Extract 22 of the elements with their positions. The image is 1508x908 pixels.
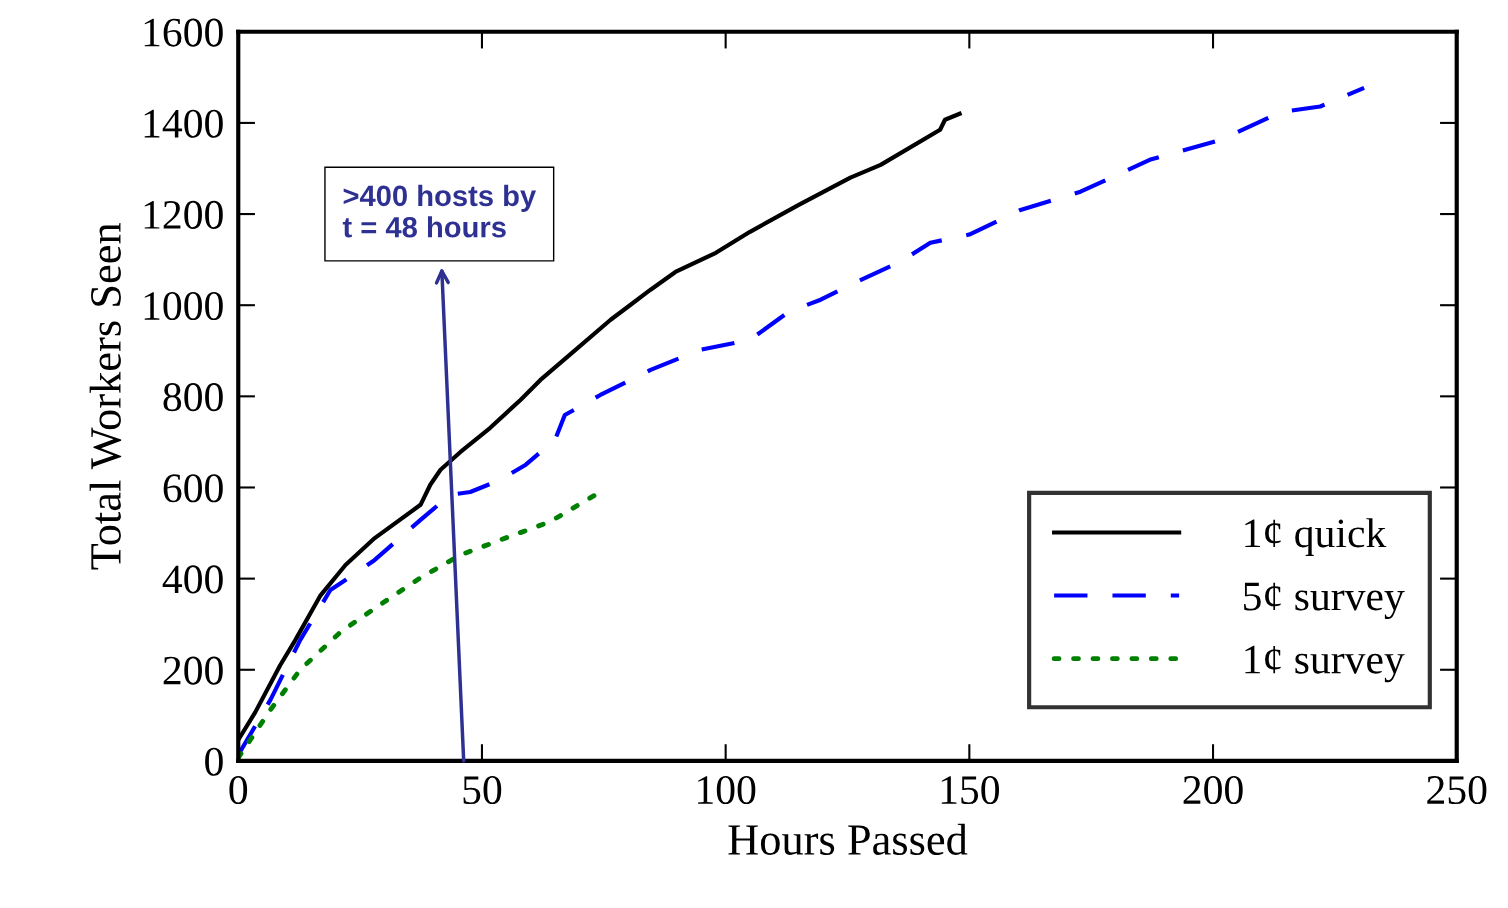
y-tick-label: 1600: [144, 18, 223, 47]
y-tick-label: 1200: [144, 200, 223, 229]
x-tick-label: 200: [1183, 776, 1243, 805]
legend-label: 1¢ quick: [1245, 518, 1387, 556]
legend-label: 5¢ survey: [1244, 582, 1405, 620]
y-tick-label: 0: [205, 747, 223, 776]
y-tick-label: 400: [162, 565, 223, 594]
x-tick-label: 0: [229, 776, 248, 805]
x-tick-label: 100: [698, 776, 756, 805]
x-axis-title: Hours Passed: [728, 823, 968, 855]
y-axis-title: Total Workers Seen: [89, 223, 122, 570]
line-series: [238, 492, 598, 761]
x-tick-label: 150: [941, 776, 999, 805]
y-tick-label: 1400: [144, 109, 223, 138]
annotation: >400 hosts by t = 48 hours: [342, 184, 537, 238]
x-tick-label: 250: [1427, 776, 1487, 805]
y-tick-label: 800: [163, 383, 223, 412]
y-tick-label: 200: [163, 656, 223, 685]
y-tick-label: 1000: [144, 291, 223, 321]
legend-label: 1¢ survey: [1245, 645, 1405, 683]
y-tick-label: 600: [163, 474, 223, 503]
x-tick-label: 50: [463, 776, 502, 805]
